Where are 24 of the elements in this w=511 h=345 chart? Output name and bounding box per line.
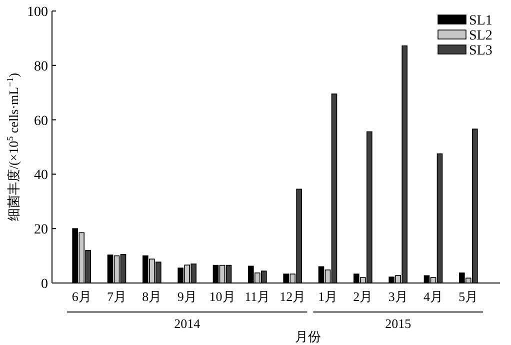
- y-tick-label: 20: [34, 222, 48, 238]
- x-axis-title: 月份: [295, 329, 321, 344]
- legend-label: SL2: [469, 28, 492, 44]
- x-tick-label: 8月: [142, 289, 162, 304]
- y-tick-label: 60: [34, 114, 48, 129]
- legend-label: SL3: [469, 44, 492, 58]
- x-tick-label: 11月: [244, 289, 270, 304]
- x-tick-label: 10月: [209, 289, 236, 304]
- y-tick-label: 100: [27, 5, 48, 20]
- x-tick-label: 4月: [424, 289, 443, 304]
- x-tick-label: 1月: [318, 289, 338, 304]
- x-tick-label: 3月: [388, 289, 408, 304]
- y-tick-label: 40: [34, 168, 48, 184]
- y-tick-label: 0: [41, 277, 48, 292]
- text: 2014: [174, 316, 201, 331]
- text: 2015: [385, 316, 412, 331]
- x-tick-label: 9月: [177, 289, 197, 304]
- x-tick-label: 2月: [353, 289, 373, 304]
- x-tick-label: 5月: [458, 289, 478, 304]
- legend-label: SL1: [469, 14, 492, 28]
- y-tick-label: 80: [34, 59, 48, 74]
- x-tick-label: 12月: [280, 289, 306, 304]
- x-tick-label: 6月: [72, 289, 92, 304]
- x-tick-label: 7月: [107, 289, 126, 304]
